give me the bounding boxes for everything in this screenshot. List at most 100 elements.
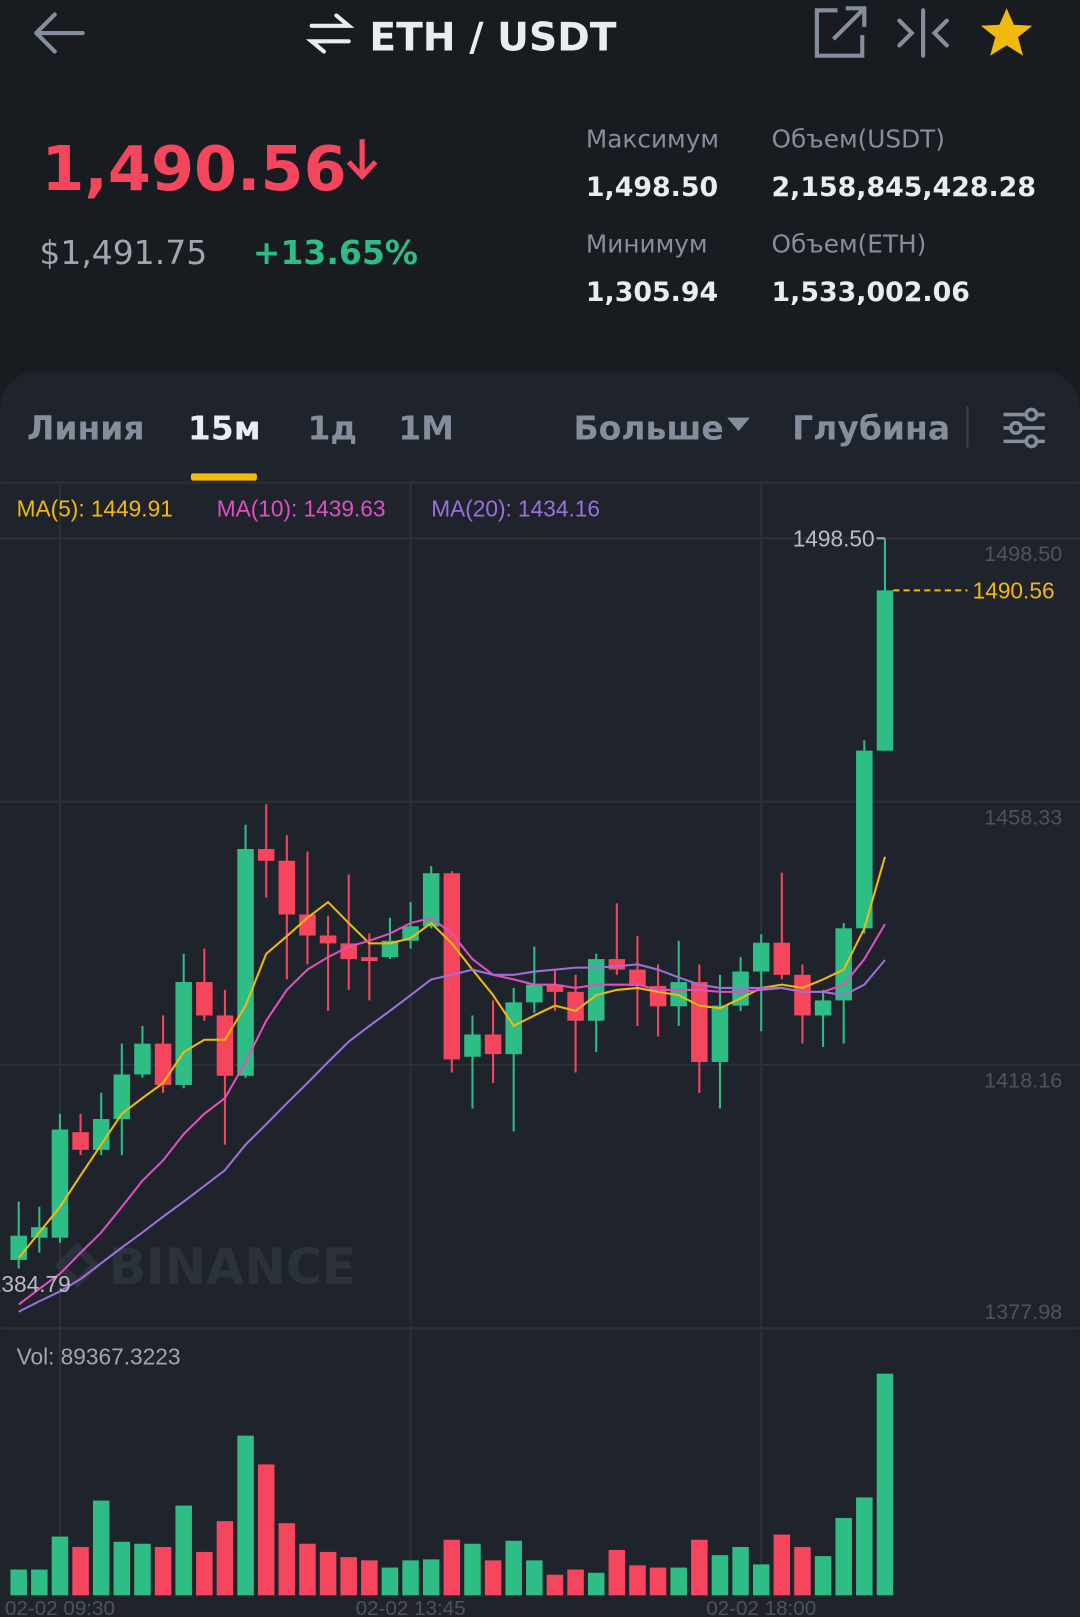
legend-name: MA(5): bbox=[17, 496, 85, 522]
tab[interactable]: Линия bbox=[27, 408, 145, 447]
volume-bar bbox=[670, 1567, 687, 1596]
legend-value: 1434.16 bbox=[518, 496, 600, 522]
tab-underline bbox=[190, 473, 257, 481]
share-icon[interactable] bbox=[814, 6, 867, 58]
candle-body bbox=[257, 848, 275, 861]
share-glyph bbox=[814, 6, 867, 58]
volume-bar bbox=[196, 1551, 213, 1596]
volume-bar bbox=[814, 1556, 832, 1596]
settings-knob bbox=[1024, 407, 1039, 422]
candle-body bbox=[299, 914, 316, 936]
volume-bar bbox=[484, 1560, 502, 1596]
legend-entry: MA(5): 1449.91 bbox=[17, 496, 173, 522]
volume-bar bbox=[381, 1567, 399, 1596]
volume-bar bbox=[340, 1557, 357, 1596]
swap-icon[interactable] bbox=[305, 13, 355, 54]
candle-body bbox=[567, 991, 584, 1021]
candle-body bbox=[691, 982, 708, 1063]
volume-bar bbox=[649, 1567, 667, 1596]
legend-entry: MA(10): 1439.63 bbox=[217, 496, 386, 522]
candle-body bbox=[484, 1034, 502, 1055]
candle-body bbox=[526, 984, 543, 1003]
stat-label: Минимум bbox=[586, 230, 708, 259]
legend-name: MA(20): bbox=[431, 496, 512, 522]
volume-bar bbox=[216, 1521, 234, 1596]
dropdown-caret bbox=[727, 417, 750, 432]
compare-glyph bbox=[897, 8, 949, 58]
volume-bar bbox=[113, 1541, 131, 1596]
legend-value: 1439.63 bbox=[304, 496, 386, 522]
price-change: +13.65% bbox=[253, 233, 418, 272]
y-tick-label: 1418.16 bbox=[984, 1068, 1062, 1093]
candle-body bbox=[340, 943, 357, 960]
volume-bar bbox=[422, 1559, 440, 1596]
volume-bar bbox=[319, 1551, 337, 1596]
tab[interactable]: 1М bbox=[398, 408, 454, 447]
watermark-text: BINANCE bbox=[108, 1238, 355, 1296]
stat-label: Максимум bbox=[586, 124, 719, 153]
volume-bar bbox=[299, 1543, 316, 1596]
candle-body bbox=[196, 982, 213, 1016]
volume-bar bbox=[608, 1549, 626, 1596]
candle-body bbox=[175, 982, 192, 1085]
volume-bar bbox=[278, 1523, 296, 1596]
favorite-star[interactable] bbox=[980, 8, 1033, 56]
candle-body bbox=[876, 590, 894, 751]
tab-active[interactable]: 15м bbox=[188, 408, 261, 447]
candle-body bbox=[629, 969, 646, 986]
stat-value: 1,305.94 bbox=[586, 277, 718, 308]
candle-body bbox=[113, 1074, 131, 1120]
watermark: BINANCE bbox=[54, 1238, 356, 1296]
stat-value: 1,498.50 bbox=[586, 172, 718, 203]
pair-title: ETH / USDT bbox=[369, 16, 616, 61]
legend-entry: MA(20): 1434.16 bbox=[431, 496, 600, 522]
candle-body bbox=[92, 1119, 110, 1150]
tab[interactable]: Глубина bbox=[792, 408, 950, 447]
candle-body bbox=[237, 848, 254, 1076]
ma-line bbox=[18, 916, 886, 1306]
volume-bar bbox=[773, 1534, 791, 1596]
back-arrow bbox=[34, 12, 85, 54]
y-tick-label: 1498.50 bbox=[984, 541, 1062, 566]
max-marker: 1498.50 bbox=[793, 526, 875, 552]
settings-icon[interactable] bbox=[1003, 407, 1045, 449]
volume-bar bbox=[526, 1560, 543, 1596]
min-marker: 1384.79 bbox=[0, 1271, 71, 1297]
chart: 1498.50 1458.33 1418.16 1377.98 02-02 09:30 0… bbox=[0, 484, 1080, 1617]
volume-bar bbox=[629, 1565, 646, 1596]
volume-bar bbox=[10, 1569, 27, 1596]
last-price-label: 1490.56 bbox=[973, 578, 1055, 604]
candle-body bbox=[422, 873, 440, 927]
back-button[interactable] bbox=[34, 12, 85, 54]
candle-body bbox=[773, 942, 791, 975]
volume-bar bbox=[567, 1569, 584, 1596]
volume-bar bbox=[546, 1574, 564, 1596]
volume-bar bbox=[175, 1505, 192, 1596]
volume-bar bbox=[505, 1540, 522, 1596]
volume-bar bbox=[361, 1560, 378, 1596]
volume-name: Vol: bbox=[17, 1343, 55, 1369]
candle-body bbox=[711, 1005, 729, 1063]
volume-bar bbox=[443, 1539, 461, 1596]
settings-knob bbox=[1024, 434, 1039, 449]
volume-bar bbox=[237, 1435, 254, 1596]
volume-bar bbox=[402, 1560, 419, 1596]
volume-bar bbox=[464, 1543, 481, 1596]
ma-line bbox=[17, 856, 886, 1259]
ma-line bbox=[18, 959, 886, 1313]
volume-bar bbox=[31, 1569, 48, 1596]
tab[interactable]: 1д bbox=[307, 408, 357, 447]
x-tick-label: 02-02 09:30 bbox=[5, 1597, 115, 1617]
y-tick-label: 1458.33 bbox=[984, 804, 1062, 829]
candle-body bbox=[402, 926, 419, 941]
candle-body bbox=[587, 959, 605, 1021]
candle-body bbox=[134, 1043, 151, 1075]
volume-bar bbox=[691, 1539, 708, 1596]
tab[interactable]: Больше bbox=[574, 408, 724, 447]
candle-body bbox=[319, 935, 337, 944]
compare-icon[interactable] bbox=[897, 8, 949, 58]
candle-body bbox=[464, 1034, 481, 1057]
volume-value: 89367.3223 bbox=[61, 1343, 181, 1369]
stat-label: Объем(ETH) bbox=[772, 230, 927, 259]
